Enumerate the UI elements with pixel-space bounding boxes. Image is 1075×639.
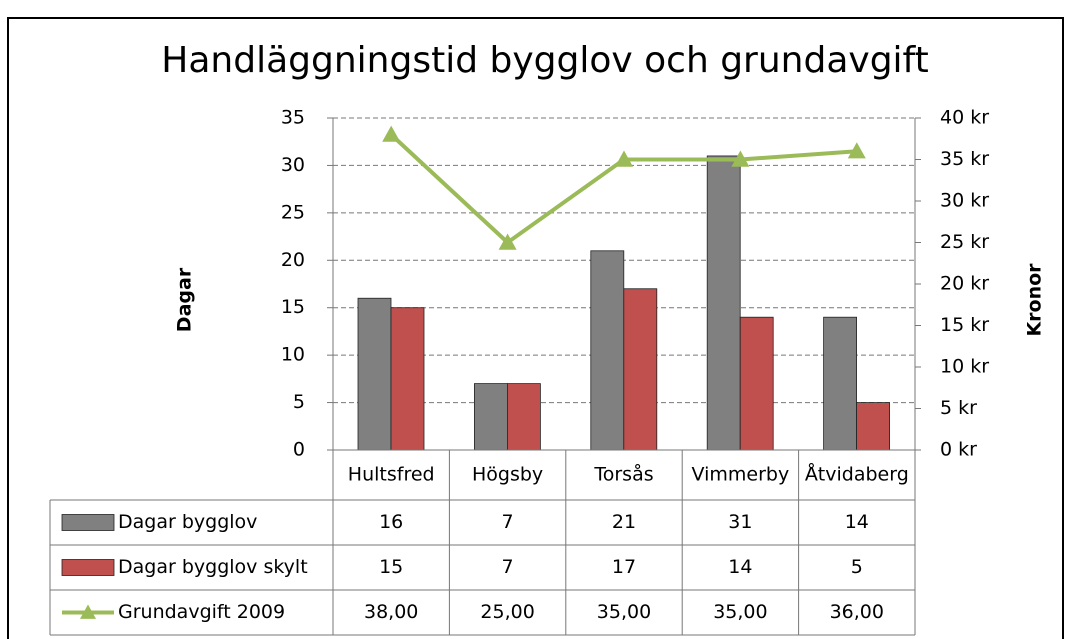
chart-title: Handläggningstid bygglov och grundavgift xyxy=(161,40,928,81)
y2-axis-title: Kronor xyxy=(1024,263,1046,337)
y-tick-label: 15 xyxy=(281,296,305,318)
line-marker xyxy=(847,142,866,159)
y2-tick-label: 35 kr xyxy=(940,148,989,170)
y-axis-title: Dagar xyxy=(174,267,196,332)
table-cell: 35,00 xyxy=(597,601,651,623)
y-tick-label: 25 xyxy=(281,201,305,223)
legend-label: Dagar bygglov xyxy=(118,511,257,533)
y-tick-label: 5 xyxy=(293,391,305,413)
y2-tick-label: 15 kr xyxy=(940,314,989,336)
y2-tick-label: 5 kr xyxy=(940,397,977,419)
legend-label: Grundavgift 2009 xyxy=(118,601,285,623)
legend-swatch xyxy=(61,559,115,576)
bar xyxy=(856,402,890,451)
y2-tick-label: 0 kr xyxy=(940,439,977,461)
legend-label: Dagar bygglov skylt xyxy=(118,556,308,578)
y2-tick-label: 30 kr xyxy=(940,190,989,212)
table-cell: 25,00 xyxy=(480,601,534,623)
line-marker xyxy=(498,233,517,250)
y-tick-label: 20 xyxy=(281,249,305,271)
table-cell: 16 xyxy=(379,511,403,533)
x-tick-label: Hultsfred xyxy=(348,464,435,486)
x-tick-label: Högsby xyxy=(472,464,543,486)
chart-frame xyxy=(7,17,1064,639)
y2-tick-label: 40 kr xyxy=(940,107,989,129)
line-marker xyxy=(382,125,401,142)
y2-tick-label: 10 kr xyxy=(940,356,989,378)
bar xyxy=(706,155,741,451)
table-cell: 36,00 xyxy=(830,601,884,623)
y-tick-label: 30 xyxy=(281,154,305,176)
table-cell: 5 xyxy=(851,556,863,578)
bar xyxy=(590,250,625,451)
table-cell: 7 xyxy=(502,511,514,533)
bar xyxy=(390,307,425,451)
bar xyxy=(823,316,857,451)
x-tick-label: Vimmerby xyxy=(692,464,790,486)
table-cell: 14 xyxy=(845,511,869,533)
table-cell: 38,00 xyxy=(364,601,418,623)
bar xyxy=(473,383,508,451)
line-marker xyxy=(615,150,633,167)
bar xyxy=(357,297,392,451)
y2-tick-label: 20 kr xyxy=(940,273,989,295)
y-tick-label: 35 xyxy=(281,107,305,129)
table-cell: 14 xyxy=(728,556,752,578)
table-cell: 35,00 xyxy=(713,601,767,623)
table-cell: 7 xyxy=(502,556,514,578)
table-cell: 21 xyxy=(612,511,636,533)
line-marker xyxy=(80,604,96,619)
bar xyxy=(506,383,541,451)
bar xyxy=(739,316,774,451)
x-tick-label: Torsås xyxy=(593,463,653,486)
y-tick-label: 0 xyxy=(293,439,305,461)
table-cell: 17 xyxy=(612,556,636,578)
legend-swatch xyxy=(61,514,115,531)
x-tick-label: Åtvidaberg xyxy=(805,463,909,486)
bar xyxy=(623,288,658,451)
table-cell: 15 xyxy=(379,556,403,578)
line-marker xyxy=(731,150,750,167)
y-tick-label: 10 xyxy=(281,344,305,366)
table-cell: 31 xyxy=(728,511,752,533)
y2-tick-label: 25 kr xyxy=(940,231,989,253)
